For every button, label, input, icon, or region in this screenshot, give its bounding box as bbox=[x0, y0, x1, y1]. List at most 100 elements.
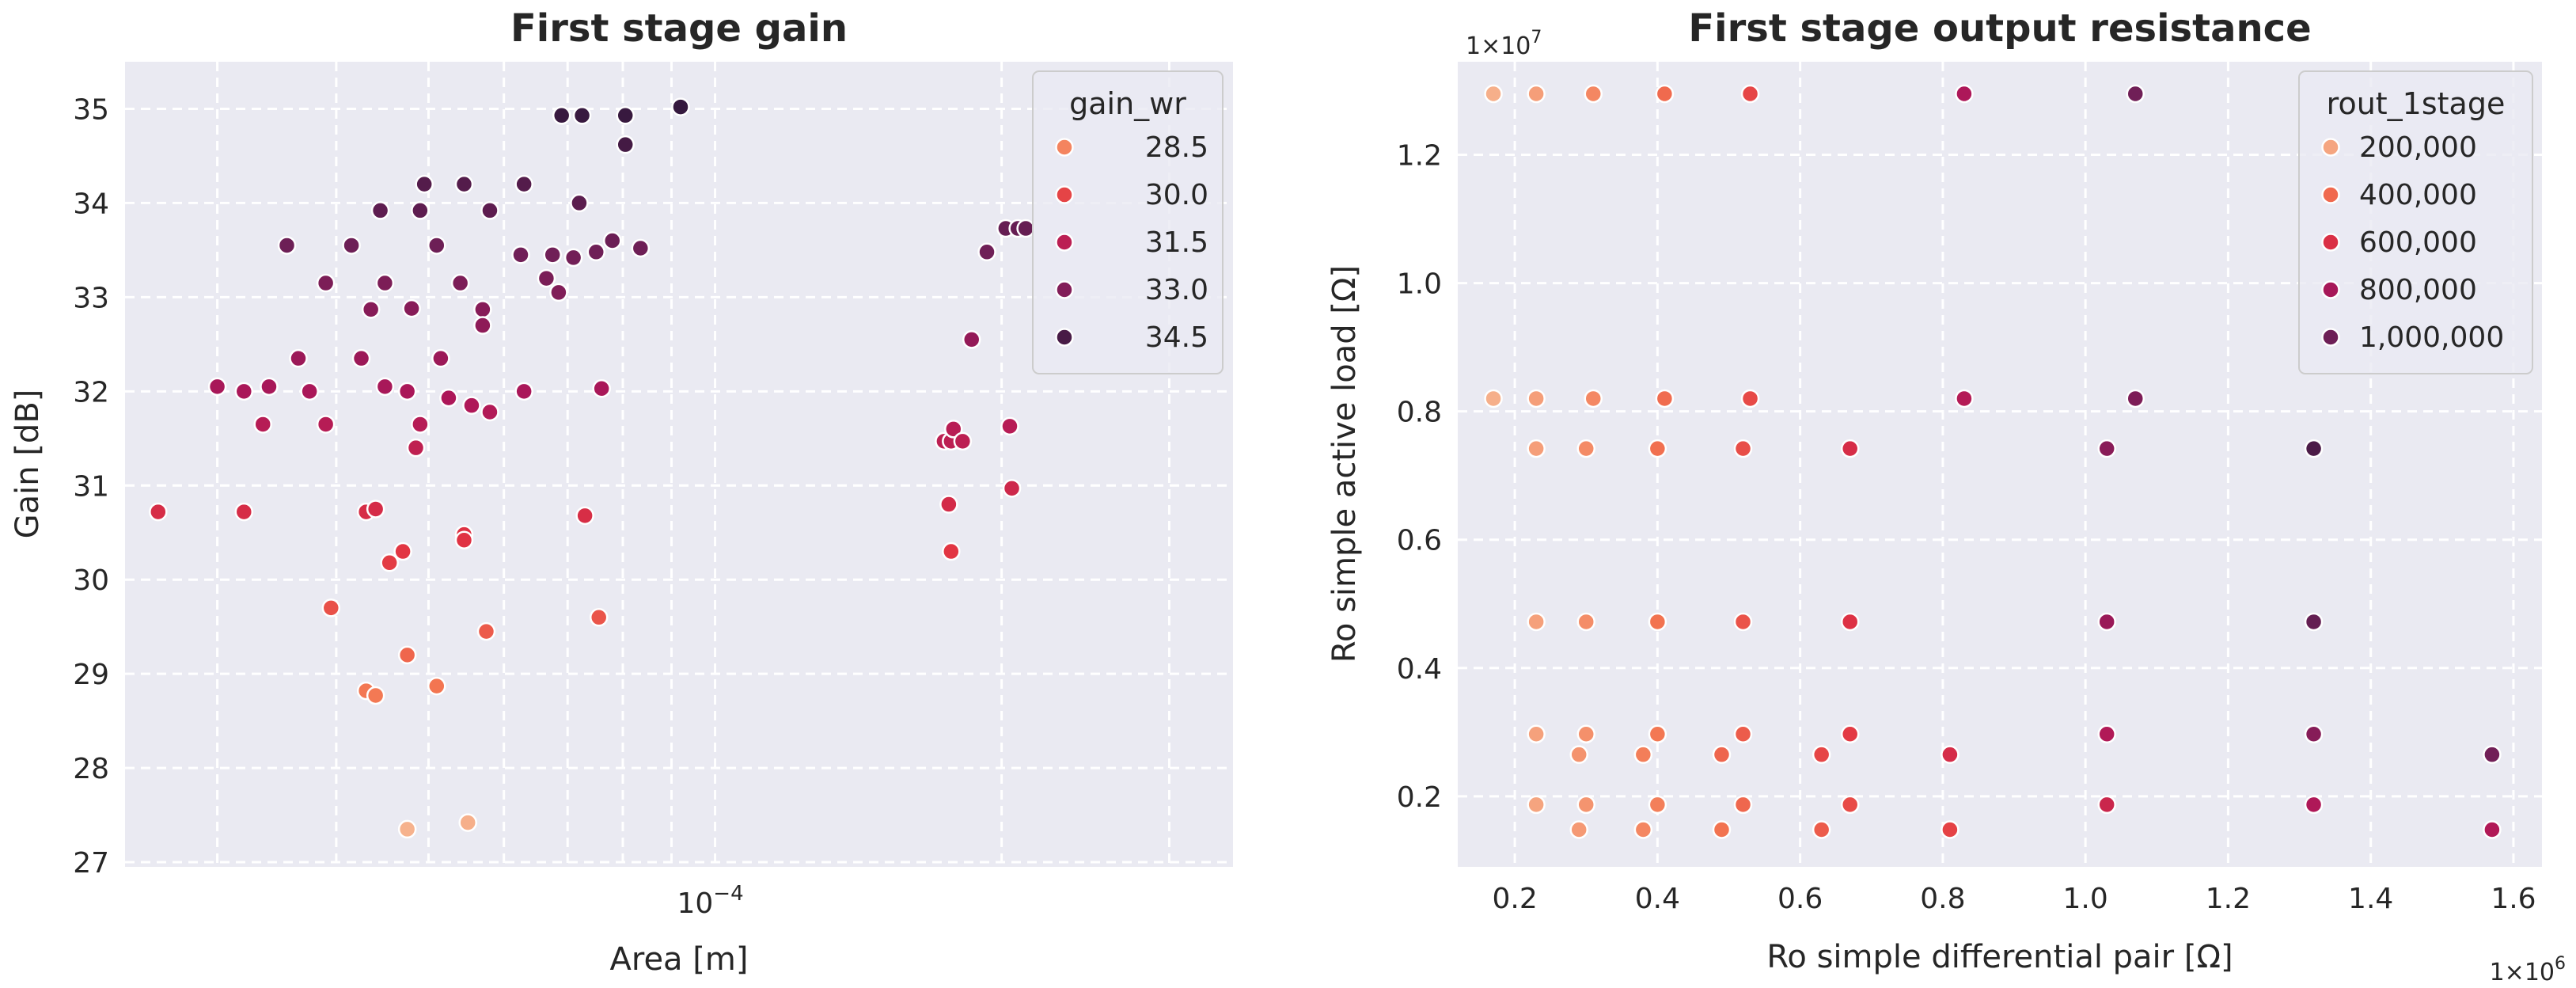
resistance-legend: rout_1stage 200,000 400,000 600,000 800,000 1… bbox=[2298, 70, 2533, 374]
gain-legend-label: 28.5 bbox=[1145, 131, 1208, 164]
resistance-legend-marker bbox=[2321, 233, 2340, 252]
resistance-data-point bbox=[1569, 745, 1588, 764]
gain-data-point bbox=[939, 495, 958, 514]
resistance-data-point bbox=[1633, 820, 1653, 839]
gain-data-point bbox=[480, 402, 499, 422]
gain-data-point bbox=[234, 382, 254, 401]
gain-data-point bbox=[549, 283, 568, 302]
gain-data-point bbox=[411, 201, 430, 220]
gain-data-point bbox=[450, 273, 470, 293]
resistance-points bbox=[1484, 84, 2502, 839]
resistance-legend-marker bbox=[2321, 328, 2340, 347]
gain-x-tick-label: 10−4 bbox=[677, 882, 743, 920]
gain-legend-label: 31.5 bbox=[1145, 226, 1208, 259]
resistance-data-point bbox=[1484, 389, 1503, 408]
resistance-y-axis-label: Ro simple active load [Ω] bbox=[1326, 265, 1363, 663]
gain-data-point bbox=[953, 431, 973, 451]
gain-data-point bbox=[370, 201, 390, 220]
resistance-data-point bbox=[1576, 724, 1595, 744]
resistance-data-point bbox=[1576, 439, 1595, 458]
resistance-ticks: 0.2 0.4 0.6 0.8 1.0 1.2 1.4 1.6 0.2 0.4 0.6 0.8 1.0 1… bbox=[1397, 140, 2536, 915]
gain-data-point bbox=[616, 106, 635, 125]
gain-data-point bbox=[575, 506, 594, 526]
resistance-data-point bbox=[2304, 612, 2324, 632]
gain-data-point bbox=[411, 415, 430, 434]
resistance-data-point bbox=[1941, 820, 1960, 839]
gain-legend: gain_wr 28.5 30.0 31.5 33.0 34.5 bbox=[1032, 70, 1224, 374]
resistance-legend-marker bbox=[2321, 280, 2340, 299]
resistance-data-point bbox=[1733, 795, 1753, 815]
resistance-data-point bbox=[2483, 745, 2502, 764]
resistance-data-point bbox=[1584, 84, 1603, 104]
gain-data-point bbox=[616, 135, 635, 154]
resistance-data-point bbox=[1648, 724, 1667, 744]
resistance-data-point bbox=[2097, 724, 2116, 744]
resistance-data-point bbox=[1655, 84, 1675, 104]
gain-data-point bbox=[253, 415, 272, 434]
resistance-data-point bbox=[2126, 389, 2145, 408]
gain-data-point bbox=[393, 542, 412, 561]
gain-y-axis-label: Gain [dB] bbox=[9, 390, 46, 539]
gain-data-point bbox=[260, 377, 279, 397]
gain-legend-label: 33.0 bbox=[1145, 274, 1208, 306]
gain-x-axis-label: Area [m] bbox=[610, 941, 749, 978]
gain-data-point bbox=[207, 377, 227, 397]
gain-data-point bbox=[321, 598, 341, 618]
resistance-data-point bbox=[2097, 795, 2116, 815]
gain-y-tick-label: 33 bbox=[73, 282, 109, 314]
gain-data-point bbox=[602, 231, 622, 250]
gain-data-point bbox=[380, 553, 399, 572]
resistance-data-point bbox=[1840, 724, 1860, 744]
gain-data-point bbox=[427, 236, 446, 255]
gain-y-tick-label: 34 bbox=[73, 188, 109, 220]
resistance-data-point bbox=[1584, 389, 1603, 408]
resistance-chart-title: First stage output resistance bbox=[1688, 6, 2311, 51]
resistance-gridlines bbox=[1458, 62, 2542, 867]
resistance-y-tick-label: 0.6 bbox=[1397, 525, 1442, 557]
gain-data-point bbox=[454, 174, 474, 194]
gain-legend-marker bbox=[1055, 185, 1074, 204]
resistance-data-point bbox=[1733, 612, 1753, 632]
resistance-y-tick-label: 1.0 bbox=[1397, 268, 1442, 301]
gain-data-point bbox=[480, 201, 499, 220]
gain-data-point bbox=[234, 502, 254, 522]
resistance-data-point bbox=[1812, 820, 1831, 839]
resistance-data-point bbox=[1840, 612, 1860, 632]
gain-y-tick-label: 31 bbox=[73, 470, 109, 503]
gain-points bbox=[149, 97, 1035, 839]
gain-data-point bbox=[586, 242, 606, 262]
resistance-data-point bbox=[1527, 724, 1546, 744]
resistance-legend-title: rout_1stage bbox=[2327, 86, 2506, 121]
resistance-x-tick-label: 1.0 bbox=[2063, 883, 2108, 915]
gain-data-point bbox=[300, 382, 319, 401]
gain-legend-marker bbox=[1055, 138, 1074, 157]
gain-data-point bbox=[427, 676, 446, 696]
gain-ticks: 10−4 27 28 29 30 31 32 33 34 35 bbox=[73, 93, 743, 920]
gain-data-point bbox=[511, 245, 530, 264]
gain-legend-label: 30.0 bbox=[1145, 179, 1208, 211]
gain-data-point bbox=[671, 97, 690, 116]
resistance-x-tick-label: 1.6 bbox=[2491, 883, 2536, 915]
gain-data-point bbox=[431, 348, 450, 368]
gain-chart-title: First stage gain bbox=[510, 6, 848, 51]
resistance-chart: 0.2 0.4 0.6 0.8 1.0 1.2 1.4 1.6 0.2 0.4 0.6 0.8 1.0 1… bbox=[1326, 6, 2566, 986]
resistance-data-point bbox=[1648, 439, 1667, 458]
gain-data-point bbox=[397, 382, 417, 401]
resistance-data-point bbox=[2304, 724, 2324, 744]
resistance-data-point bbox=[1576, 612, 1595, 632]
gain-data-point bbox=[552, 106, 571, 125]
resistance-data-point bbox=[2304, 439, 2324, 458]
resistance-x-tick-label: 0.4 bbox=[1635, 883, 1680, 915]
gain-data-point bbox=[514, 174, 533, 194]
resistance-data-point bbox=[1527, 795, 1546, 815]
gain-data-point bbox=[570, 193, 589, 213]
gain-data-point bbox=[402, 298, 421, 318]
gain-data-point bbox=[1016, 218, 1035, 238]
gain-legend-label: 34.5 bbox=[1145, 321, 1208, 354]
gain-legend-marker bbox=[1055, 280, 1074, 299]
gain-data-point bbox=[1002, 479, 1022, 498]
gain-data-point bbox=[277, 236, 297, 255]
gain-data-point bbox=[439, 388, 458, 408]
gain-data-point bbox=[415, 174, 434, 194]
